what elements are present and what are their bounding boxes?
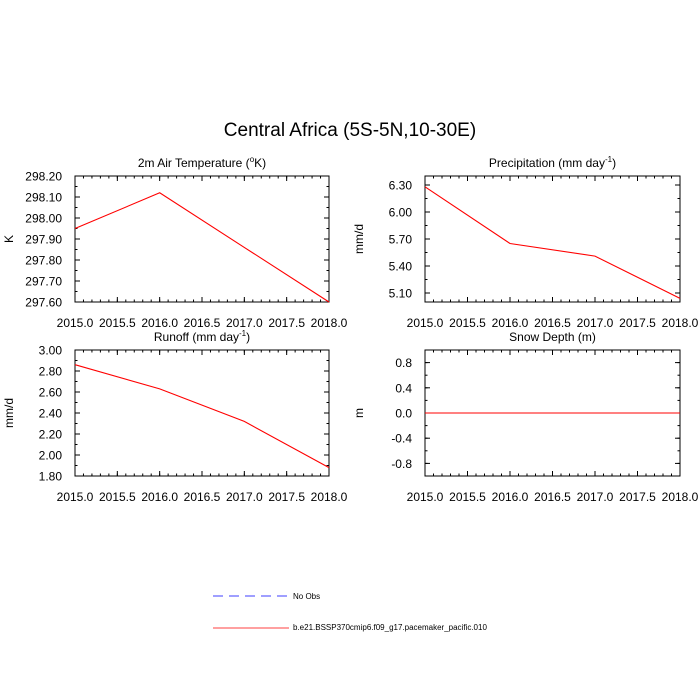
x-tick-label: 2017.0 <box>226 316 263 330</box>
x-tick-label: 2015.0 <box>57 316 94 330</box>
x-tick-label: 2016.5 <box>534 490 571 504</box>
y-tick-label: 5.40 <box>389 260 413 274</box>
series-line <box>74 364 330 469</box>
legend-label-no-obs: No Obs <box>293 592 321 601</box>
y-tick-label: 3.00 <box>39 344 63 358</box>
x-tick-label: 2018.0 <box>662 316 699 330</box>
series-line <box>74 192 330 303</box>
x-tick-label: 2016.0 <box>141 316 178 330</box>
x-tick-label: 2017.0 <box>577 316 614 330</box>
panel-2: 2015.0 2015.5 2016.0 2016.5 2017.0 2017.5 2018… <box>352 155 699 330</box>
x-tick-label: 2015.5 <box>99 316 136 330</box>
y-axis-label: mm/d <box>352 224 366 254</box>
panel-title: 2m Air Temperature (oK) <box>138 155 266 170</box>
y-tick-label: 2.00 <box>39 449 63 463</box>
y-tick-label: 297.80 <box>25 254 62 268</box>
x-tick-label: 2015.0 <box>407 490 444 504</box>
y-tick-label: -0.4 <box>391 432 412 446</box>
x-tick-label: 2015.5 <box>99 490 136 504</box>
x-tick-label: 2018.0 <box>662 490 699 504</box>
x-tick-label: 2015.0 <box>407 316 444 330</box>
figure-title: Central Africa (5S-5N,10-30E) <box>223 120 477 141</box>
x-tick-label: 2015.5 <box>449 490 486 504</box>
y-tick-label: 6.30 <box>389 179 413 193</box>
y-tick-label: -0.8 <box>391 457 412 471</box>
panel-1: 2015.0 2015.5 2016.0 2016.5 2017.0 2017.5 2018… <box>2 155 348 330</box>
x-tick-label: 2018.0 <box>311 490 348 504</box>
y-tick-label: 297.90 <box>25 233 62 247</box>
series-line <box>424 186 681 299</box>
y-tick-label: 298.20 <box>25 170 62 184</box>
x-tick-label: 2016.0 <box>492 490 529 504</box>
y-tick-label: 2.80 <box>39 365 63 379</box>
x-tick-label: 2016.5 <box>534 316 571 330</box>
x-tick-label: 2017.0 <box>577 490 614 504</box>
x-tick-label: 2016.5 <box>184 316 221 330</box>
y-axis-label: mm/d <box>2 398 16 428</box>
y-tick-label: 0.8 <box>395 356 412 370</box>
x-tick-label: 2016.0 <box>141 490 178 504</box>
legend <box>213 595 289 629</box>
plot-frame <box>74 175 330 303</box>
y-tick-label: 5.70 <box>389 233 413 247</box>
x-tick-label: 2017.5 <box>268 490 305 504</box>
y-tick-label: 2.60 <box>39 386 63 400</box>
y-tick-label: 2.40 <box>39 407 63 421</box>
panel-title: Runoff (mm day-1) <box>154 329 250 344</box>
y-tick-label: 5.10 <box>389 287 413 301</box>
y-axis-label: m <box>352 408 366 418</box>
y-tick-label: 297.60 <box>25 296 62 310</box>
panel-3: 2015.0 2015.5 2016.0 2016.5 2017.0 2017.5 2018… <box>2 329 348 504</box>
y-tick-label: 297.70 <box>25 275 62 289</box>
x-tick-label: 2016.0 <box>492 316 529 330</box>
x-tick-label: 2015.0 <box>57 490 94 504</box>
x-tick-label: 2017.5 <box>268 316 305 330</box>
legend-label-model-run: b.e21.BSSP370cmip6.f09_g17.pacemaker_pac… <box>293 623 487 632</box>
plot-frame <box>424 175 681 303</box>
panel-title: Snow Depth (m) <box>509 330 596 344</box>
x-tick-label: 2016.5 <box>184 490 221 504</box>
plot-frame <box>74 349 330 477</box>
x-tick-label: 2015.5 <box>449 316 486 330</box>
x-tick-label: 2017.5 <box>619 490 656 504</box>
panel-4: 2015.0 2015.5 2016.0 2016.5 2017.0 2017.5 2018… <box>352 330 699 504</box>
y-tick-label: 0.4 <box>395 381 412 395</box>
x-tick-label: 2018.0 <box>311 316 348 330</box>
y-tick-label: 298.00 <box>25 212 62 226</box>
y-tick-label: 298.10 <box>25 191 62 205</box>
x-tick-label: 2017.5 <box>619 316 656 330</box>
x-tick-label: 2017.0 <box>226 490 263 504</box>
y-tick-label: 1.80 <box>39 470 63 484</box>
y-tick-label: 6.00 <box>389 206 413 220</box>
y-tick-label: 0.0 <box>395 407 412 421</box>
y-axis-label: K <box>2 235 16 243</box>
panel-title: Precipitation (mm day-1) <box>489 155 616 170</box>
y-tick-label: 2.20 <box>39 428 63 442</box>
